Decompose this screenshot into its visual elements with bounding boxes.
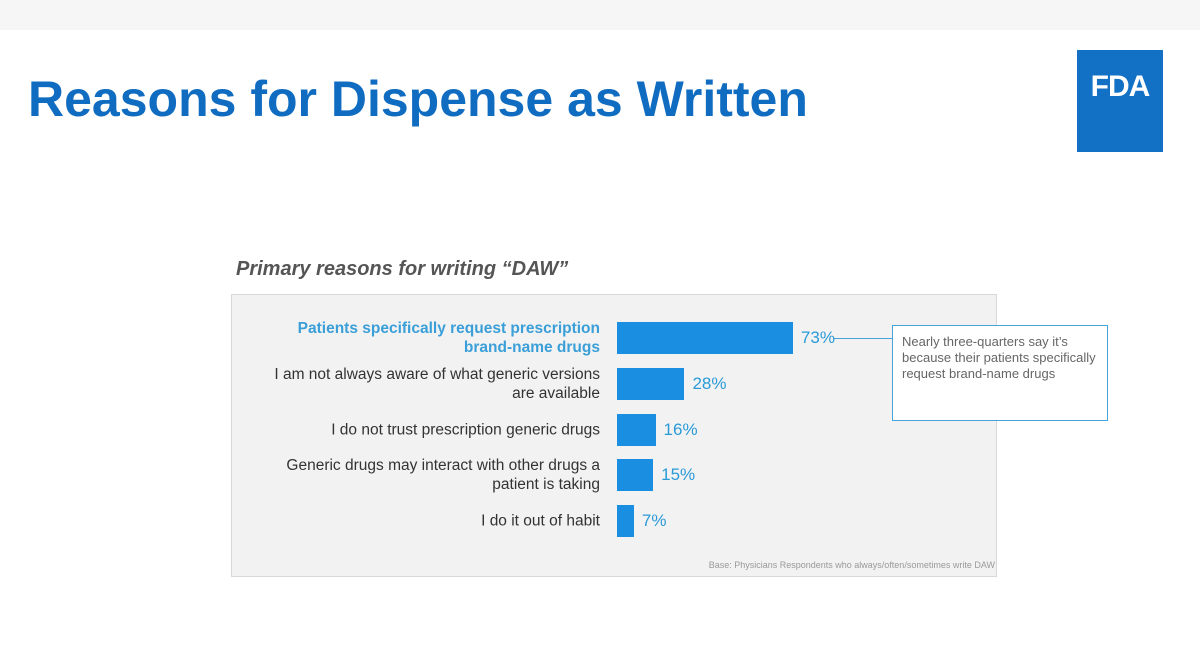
category-label: I do it out of habit: [481, 512, 600, 530]
category-label: Patients specifically request prescripti…: [297, 320, 600, 356]
slide-title: Reasons for Dispense as Written: [28, 71, 808, 127]
value-label: 28%: [692, 373, 727, 393]
logo: FDA: [1077, 50, 1163, 152]
footnote: Base: Physicians Respondents who always/…: [708, 560, 995, 570]
bar: [617, 505, 634, 538]
bar: [617, 322, 793, 354]
chart-subtitle: Primary reasons for writing “DAW”: [236, 258, 569, 280]
value-label: 73%: [800, 328, 835, 347]
value-label: 7%: [641, 511, 667, 531]
bar: [617, 413, 656, 446]
bar: [617, 367, 685, 400]
category-label: I do not trust prescription generic drug…: [331, 421, 600, 439]
category-label: I am not always aware of what generic ve…: [274, 365, 600, 402]
value-label: 16%: [663, 419, 698, 439]
category-label: Generic drugs may interact with other dr…: [286, 457, 600, 494]
top-strip: [0, 0, 1200, 30]
chart-panel: [231, 294, 997, 577]
value-label: 15%: [661, 465, 696, 485]
bar: [617, 459, 654, 492]
annotation: Nearly three-quarters say it’s because t…: [892, 325, 1108, 421]
annotation-connector: [834, 338, 892, 339]
